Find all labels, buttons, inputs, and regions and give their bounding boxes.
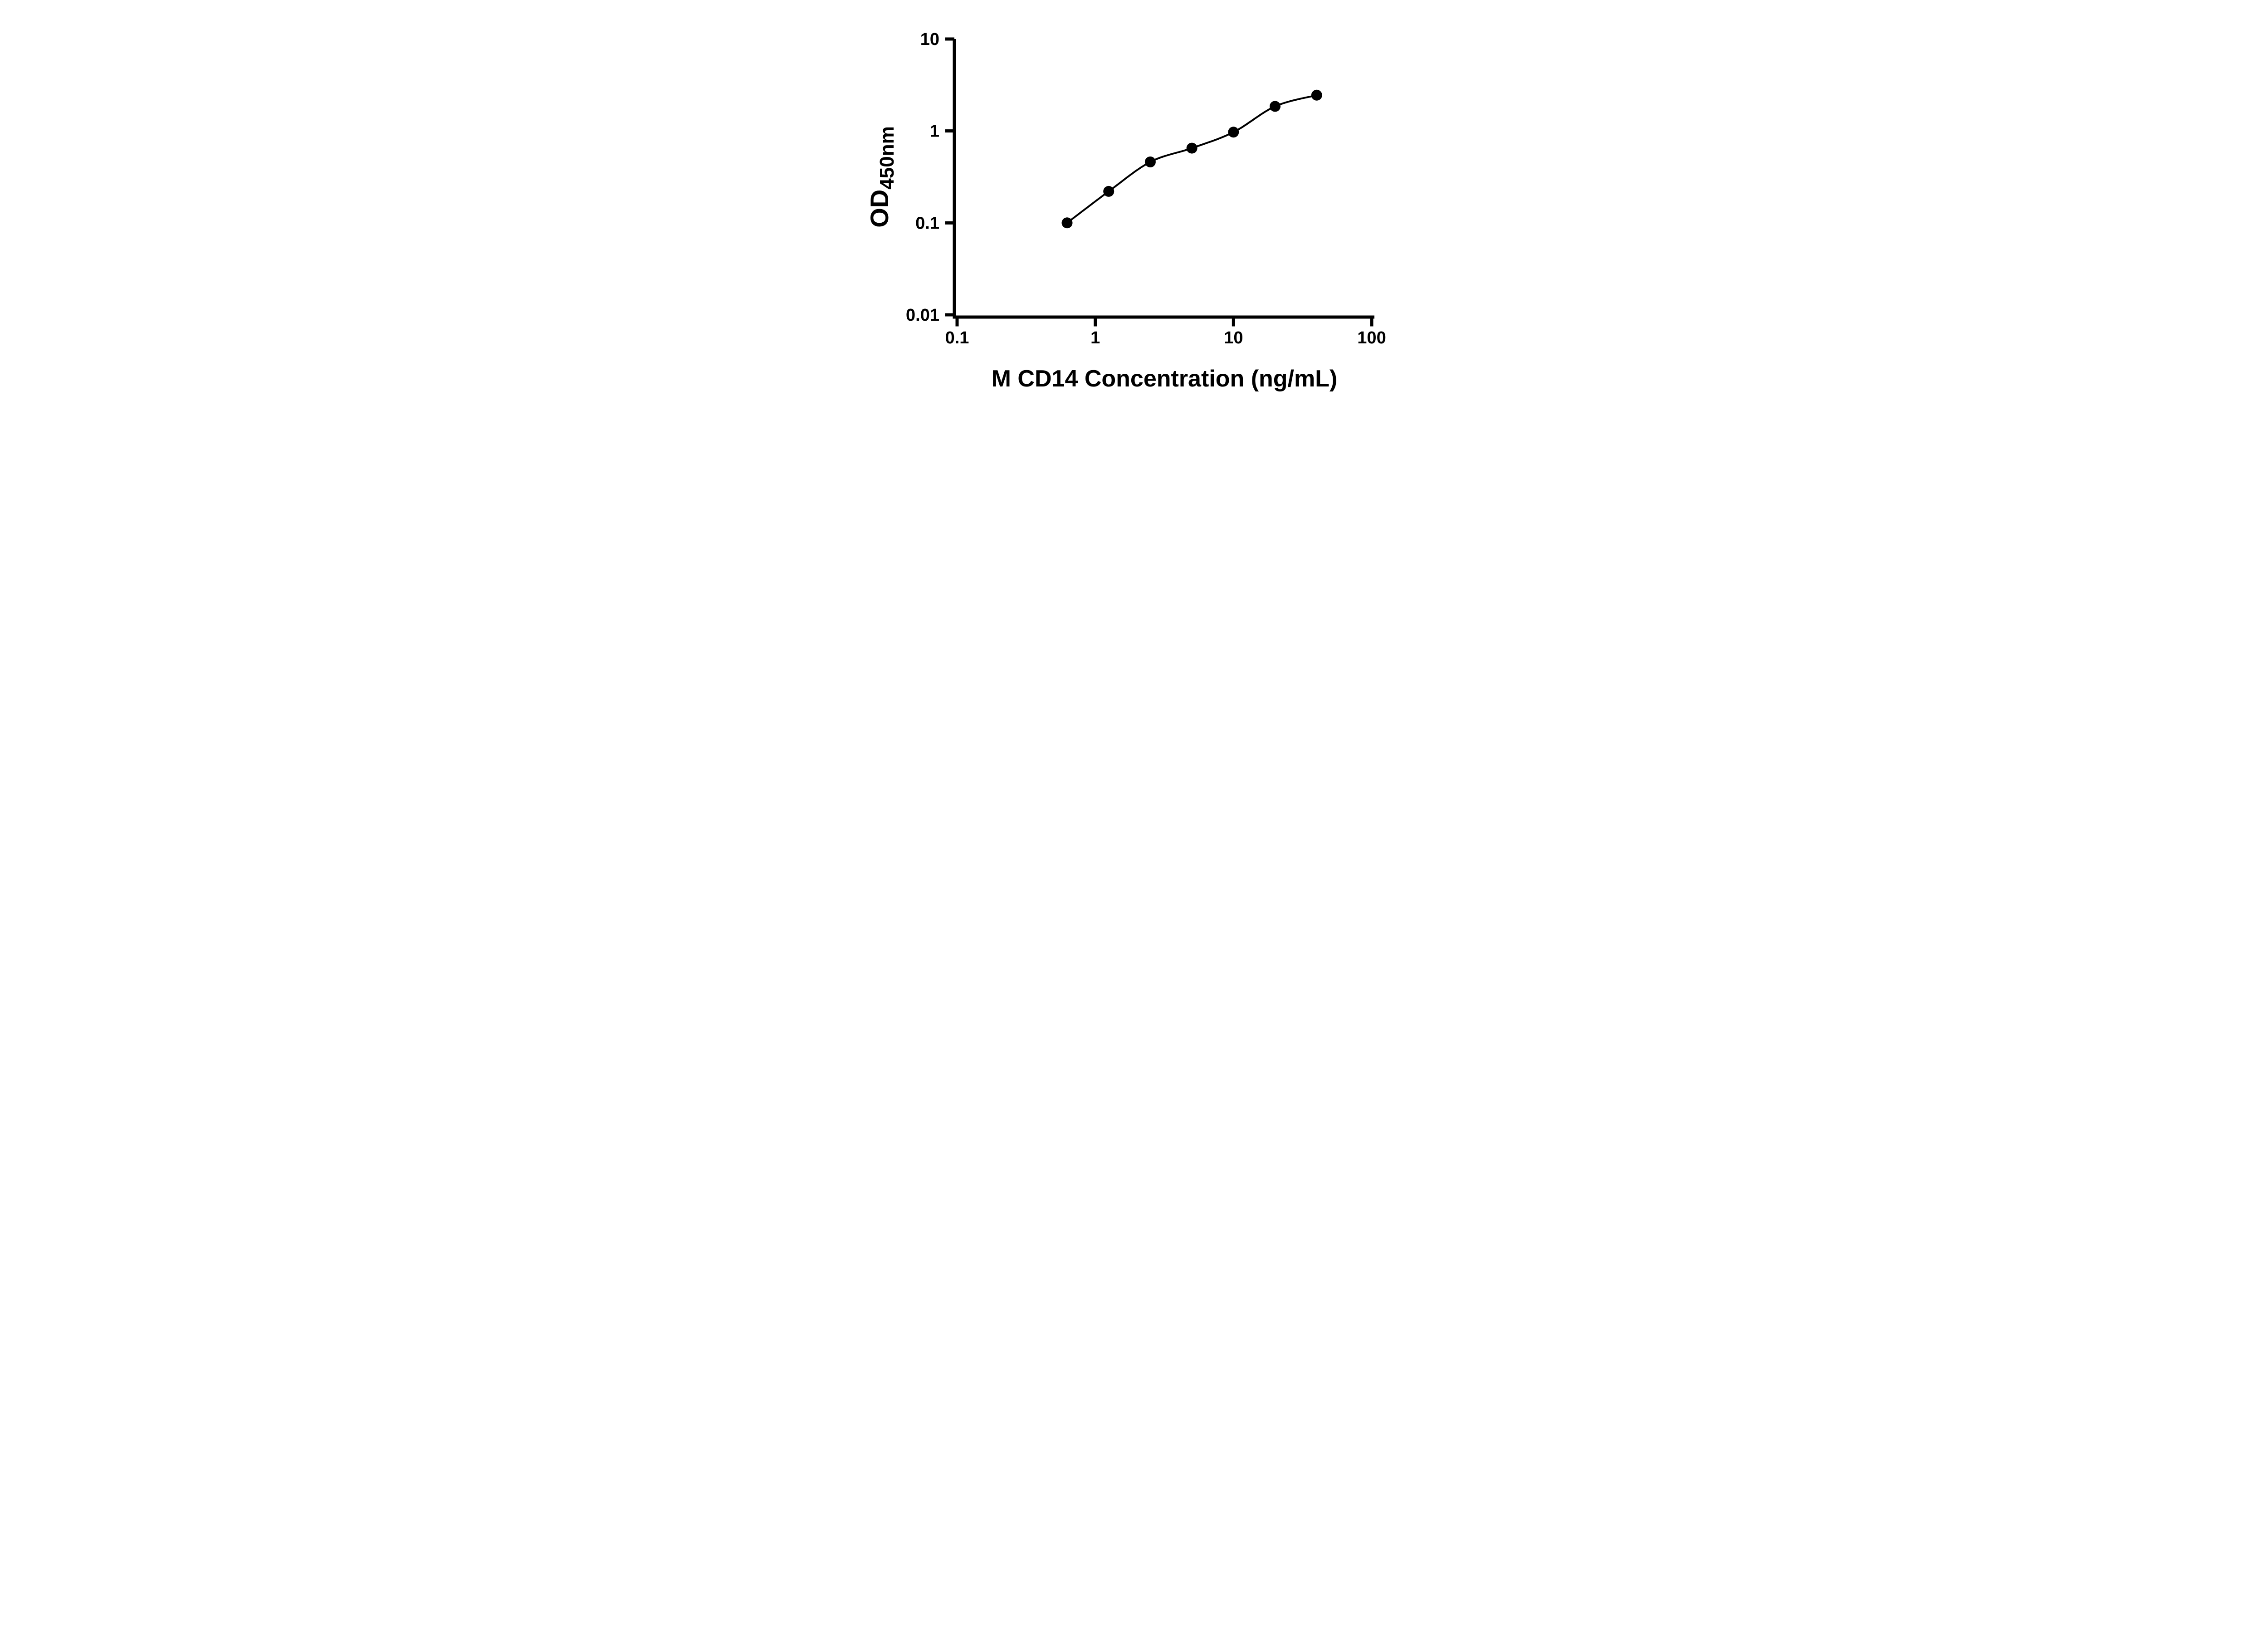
page: 0.1 1 10 100 0.01 0.1 1 10 M CD14 Concentration … (842, 0, 1426, 408)
x-tick-label: 100 (1357, 328, 1386, 347)
data-point (1061, 217, 1072, 229)
data-point (1144, 156, 1156, 167)
chart-canvas: 0.1 1 10 100 0.01 0.1 1 10 M CD14 Concentration … (842, 0, 1426, 408)
y-tick-label: 10 (920, 30, 939, 49)
elisa-standard-curve-chart: 0.1 1 10 100 0.01 0.1 1 10 M CD14 Concentration … (842, 0, 1426, 408)
y-axis-label: OD450nm (865, 126, 898, 227)
fit-curve (1066, 94, 1317, 224)
y-tick-label: 0.1 (915, 214, 939, 233)
y-tick-label: 0.01 (906, 306, 939, 325)
data-point (1311, 89, 1322, 101)
x-tick-label: 10 (1224, 328, 1243, 347)
x-tick-label: 1 (1090, 328, 1100, 347)
data-point (1269, 101, 1281, 112)
x-tick-label: 0.1 (945, 328, 969, 347)
x-axis-label: M CD14 Concentration (ng/mL) (991, 366, 1337, 392)
y-tick-label: 1 (929, 122, 939, 141)
data-point (1103, 186, 1114, 197)
data-point (1186, 142, 1198, 154)
data-point (1227, 127, 1239, 138)
